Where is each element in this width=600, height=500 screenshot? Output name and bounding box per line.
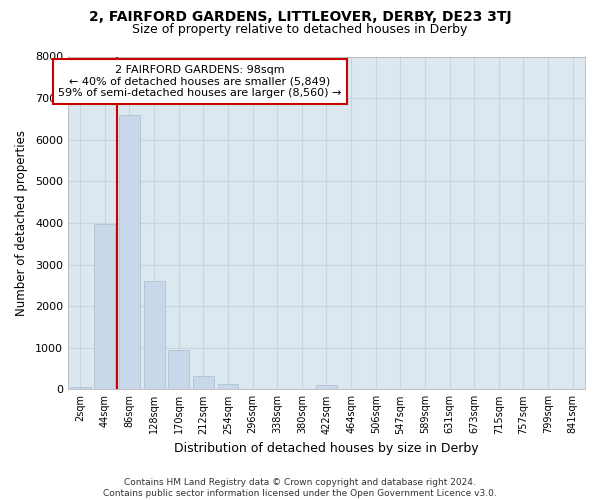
Text: Contains HM Land Registry data © Crown copyright and database right 2024.
Contai: Contains HM Land Registry data © Crown c… [103,478,497,498]
Text: 2, FAIRFORD GARDENS, LITTLEOVER, DERBY, DE23 3TJ: 2, FAIRFORD GARDENS, LITTLEOVER, DERBY, … [89,10,511,24]
Bar [316,385,337,390]
Text: 2 FAIRFORD GARDENS: 98sqm
← 40% of detached houses are smaller (5,849)
59% of se: 2 FAIRFORD GARDENS: 98sqm ← 40% of detac… [58,65,341,98]
Bar [94,224,115,390]
X-axis label: Distribution of detached houses by size in Derby: Distribution of detached houses by size … [174,442,479,455]
Bar [143,281,164,390]
Bar [168,350,189,390]
Text: Size of property relative to detached houses in Derby: Size of property relative to detached ho… [133,22,467,36]
Bar [119,114,140,390]
Bar [218,384,238,390]
Bar [70,387,91,390]
Bar [193,376,214,390]
Y-axis label: Number of detached properties: Number of detached properties [15,130,28,316]
